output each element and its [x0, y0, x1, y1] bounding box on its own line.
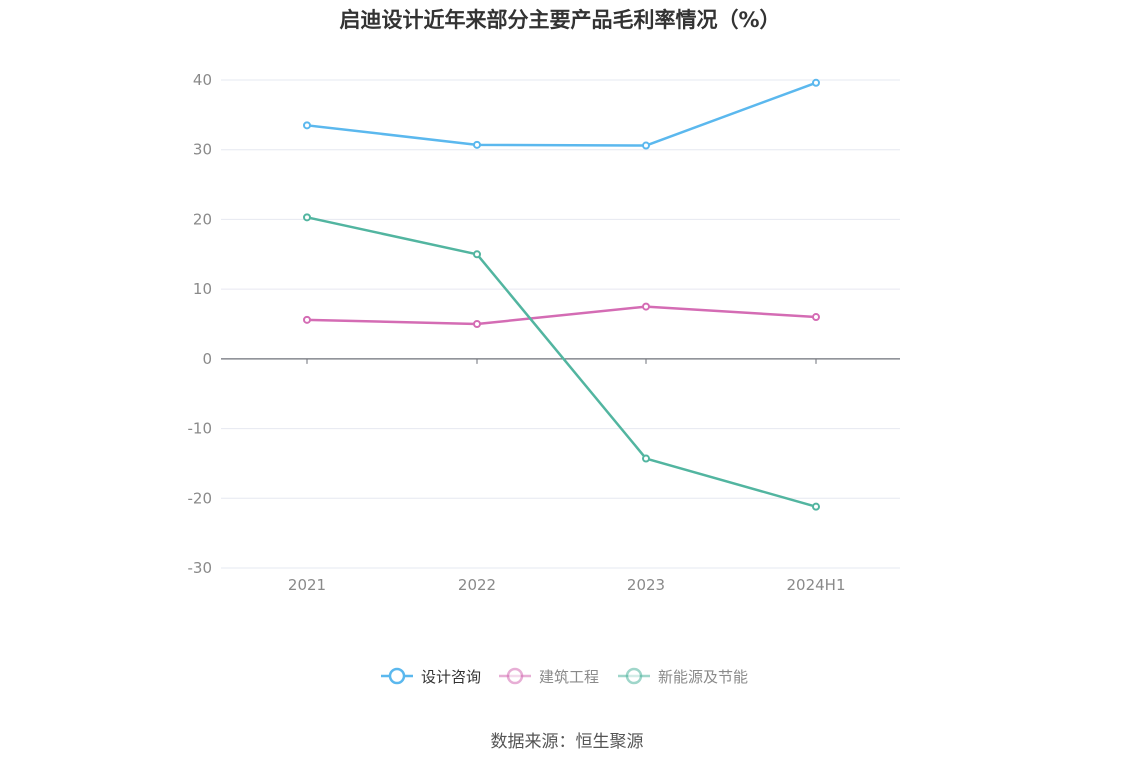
legend-label: 建筑工程 — [539, 668, 599, 686]
legend-marker-icon — [625, 667, 643, 685]
y-tick-label: 20 — [193, 210, 212, 228]
legend-label: 设计咨询 — [421, 668, 481, 686]
series-3 — [303, 213, 820, 511]
y-tick-label: -30 — [188, 559, 213, 577]
chart-title: 启迪设计近年来部分主要产品毛利率情况（%） — [339, 8, 780, 32]
series-line — [306, 305, 817, 326]
y-tick-label: 10 — [193, 280, 212, 298]
x-tick-label: 2023 — [627, 576, 665, 594]
data-point[interactable] — [812, 313, 820, 322]
series-1 — [303, 78, 820, 150]
x-tick-label: 2022 — [458, 576, 496, 594]
legend-marker-icon — [388, 667, 406, 685]
y-tick-label: 40 — [193, 71, 212, 89]
y-tick-label: -10 — [188, 420, 213, 438]
grid-lines — [221, 79, 900, 569]
series-layer — [303, 78, 820, 511]
data-point[interactable] — [812, 502, 820, 511]
data-point[interactable] — [812, 78, 820, 87]
y-tick-label: -20 — [188, 489, 213, 507]
data-point[interactable] — [303, 213, 311, 222]
series-line — [306, 216, 817, 508]
x-tick-label: 2024H1 — [787, 576, 846, 594]
legend-item[interactable]: 新能源及节能 — [618, 667, 748, 686]
x-axis: 2021 2022 2023 2024H1 — [288, 358, 846, 594]
data-point[interactable] — [473, 140, 481, 149]
legend[interactable]: 设计咨询 建筑工程 新能源及节能 — [381, 667, 748, 686]
y-tick-label: 0 — [202, 350, 212, 368]
series-line — [306, 81, 817, 147]
data-point[interactable] — [303, 315, 311, 324]
x-tick-label: 2021 — [288, 576, 326, 594]
data-point[interactable] — [642, 141, 650, 150]
source-label: 数据来源：恒生聚源 — [491, 732, 644, 752]
data-point[interactable] — [303, 121, 311, 130]
data-point[interactable] — [642, 302, 650, 311]
legend-item[interactable]: 设计咨询 — [381, 667, 481, 686]
data-point[interactable] — [473, 320, 481, 328]
y-axis: 40 30 20 10 0 -10 -20 -30 — [188, 71, 213, 577]
data-point[interactable] — [642, 454, 650, 463]
legend-marker-icon — [506, 667, 524, 685]
series-2 — [303, 302, 820, 328]
y-tick-label: 30 — [193, 141, 212, 159]
legend-item[interactable]: 建筑工程 — [499, 667, 599, 686]
legend-label: 新能源及节能 — [658, 668, 748, 686]
data-point[interactable] — [473, 250, 481, 259]
